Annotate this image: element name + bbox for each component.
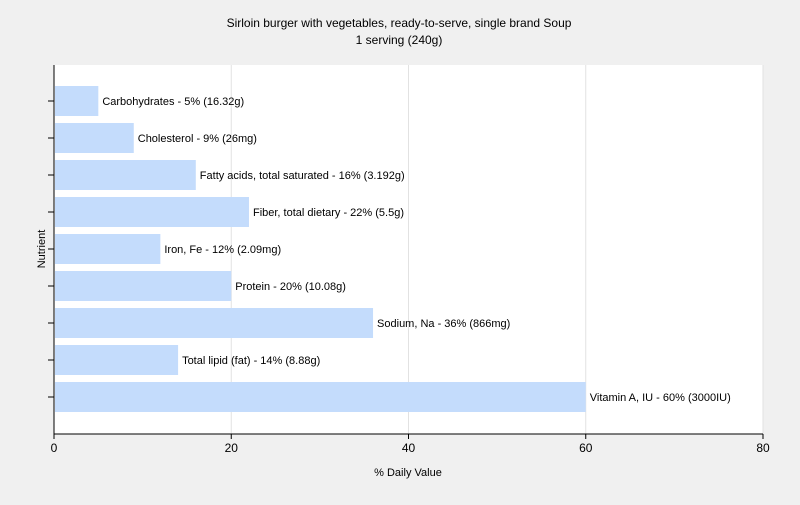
x-axis-label: % Daily Value <box>374 467 442 479</box>
bar <box>55 197 249 227</box>
y-axis-label: Nutrient <box>36 230 48 269</box>
x-tick-label: 60 <box>579 441 593 455</box>
bar-data-label: Fatty acids, total saturated - 16% (3.19… <box>200 170 405 182</box>
bar <box>55 234 161 264</box>
bar <box>55 123 134 153</box>
bar-data-label: Cholesterol - 9% (26mg) <box>138 133 257 145</box>
bar <box>55 86 99 116</box>
bar-data-label: Fiber, total dietary - 22% (5.5g) <box>253 207 404 219</box>
chart-title: Sirloin burger with vegetables, ready-to… <box>227 16 572 30</box>
axes: 0 20 40 60 80 <box>48 65 770 455</box>
x-tick-label: 20 <box>225 441 239 455</box>
bar <box>55 160 196 190</box>
bar-data-label: Sodium, Na - 36% (866mg) <box>377 318 510 330</box>
bar-data-label: Total lipid (fat) - 14% (8.88g) <box>182 355 320 367</box>
x-tick-label: 80 <box>756 441 770 455</box>
bars: Carbohydrates - 5% (16.32g) Cholesterol -… <box>55 86 731 412</box>
bar <box>55 271 232 301</box>
bar <box>55 382 586 412</box>
bar <box>55 345 179 375</box>
bar-data-label: Iron, Fe - 12% (2.09mg) <box>164 244 281 256</box>
x-tick-label: 40 <box>402 441 416 455</box>
bar-data-label: Carbohydrates - 5% (16.32g) <box>102 96 244 108</box>
bar-data-label: Protein - 20% (10.08g) <box>235 281 346 293</box>
x-tick-label: 0 <box>51 441 58 455</box>
chart-subtitle: 1 serving (240g) <box>356 33 443 47</box>
bar-data-label: Vitamin A, IU - 60% (3000IU) <box>590 392 731 404</box>
bar <box>55 308 374 338</box>
